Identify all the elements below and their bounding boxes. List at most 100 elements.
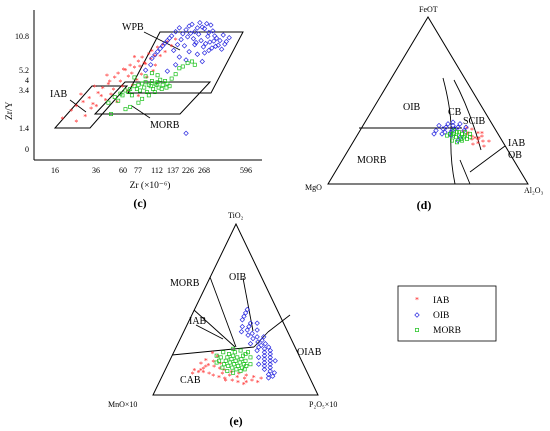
panel-c-point-oib xyxy=(148,62,154,68)
panel-c-point-oib xyxy=(201,50,208,56)
panel-e-point-oib xyxy=(256,344,262,350)
panel-d-point-iab: * xyxy=(481,138,485,147)
panel-c-point-oib xyxy=(199,24,205,30)
panel-c-point-oib xyxy=(184,34,191,40)
panel-c-point-oib xyxy=(149,55,155,62)
panel-e-point-morb xyxy=(225,369,230,374)
panel-e-caption: (e) xyxy=(229,414,242,428)
panel-d-point-iab: * xyxy=(466,130,470,139)
panel-e-field-oiab: OIAB xyxy=(297,347,322,358)
panel-d-point-oib xyxy=(452,126,458,132)
panel-d-point-morb xyxy=(451,133,455,138)
panel-c-iab-leader xyxy=(69,99,87,113)
panel-e-point-morb xyxy=(242,367,247,372)
panel-c-point-iab: * xyxy=(149,56,153,65)
panel-d-field-oib: OIB xyxy=(403,102,421,113)
panel-c-point-morb xyxy=(142,85,147,90)
panel-e-point-morb xyxy=(248,362,253,367)
panel-c-xtick: 77 xyxy=(134,166,142,175)
panel-e-point-morb xyxy=(230,365,235,370)
panel-e-point-iab: * xyxy=(201,365,205,374)
panel-c-point-morb xyxy=(126,90,131,95)
panel-c-point-iab: * xyxy=(79,91,83,100)
panel-e-point-morb xyxy=(236,363,241,368)
panel-d-triangle xyxy=(327,16,529,185)
panel-e-point-iab: * xyxy=(191,370,195,379)
panel-c-point-iab: * xyxy=(130,70,134,79)
panel-d-boundary-iab-ob xyxy=(469,145,506,173)
panel-c-point-oib xyxy=(218,46,225,52)
panel-c-point-iab: * xyxy=(69,107,73,116)
panel-d-point-iab: * xyxy=(487,138,491,147)
panel-c-point-iab: * xyxy=(83,112,87,121)
panel-d-afm-ternary: * ******** ********* FeOT MgO Al₂O₃ OIB CB… xyxy=(305,5,544,212)
panel-d-point-oib xyxy=(439,131,445,137)
panel-c-xtick: 226 xyxy=(182,166,194,175)
panel-c-point-iab: * xyxy=(144,60,148,69)
panel-e-boundary-6 xyxy=(267,314,291,333)
panel-d-apex-top: FeOT xyxy=(419,5,438,14)
panel-c-zr-vs-zry: *** * **** *** **** ** *** *** * * ****** ** *** * ***… xyxy=(5,10,262,210)
panel-e-point-morb xyxy=(238,348,243,353)
panel-e-point-oib xyxy=(256,354,262,361)
panel-d-point-iab: * xyxy=(471,141,475,150)
panel-e-point-iab: * xyxy=(256,379,260,388)
panel-e-point-iab: * xyxy=(243,375,247,384)
panel-c-point-oib xyxy=(198,37,204,44)
panel-c-point-oib xyxy=(190,35,197,42)
panel-c-point-iab: * xyxy=(138,63,142,72)
panel-d-point-morb xyxy=(450,138,454,143)
panel-c-point-iab: * xyxy=(163,49,167,58)
panel-c-x-ticks: 16 36 60 77 112 137 226 268 596 xyxy=(51,166,252,175)
panel-d-apex-right: Al₂O₃ xyxy=(524,186,544,195)
panel-d-point-morb xyxy=(455,140,459,145)
panel-c-point-morb xyxy=(120,93,125,98)
panel-c-point-oib xyxy=(192,29,198,35)
panel-c-point-morb xyxy=(140,96,145,101)
panel-e-point-morb xyxy=(225,355,230,360)
legend-label-morb: MORB xyxy=(433,326,461,336)
panel-c-point-iab: * xyxy=(174,36,178,45)
panel-c-point-oib xyxy=(180,31,186,37)
panel-e-point-oib xyxy=(242,310,249,316)
panel-c-point-oib xyxy=(166,35,173,41)
panel-c-point-morb xyxy=(137,88,142,93)
panel-d-point-iab: * xyxy=(465,131,469,140)
panel-c-field-iab: IAB xyxy=(50,89,68,100)
panel-c-point-oib xyxy=(205,33,211,40)
panel-c-point-oib xyxy=(154,48,161,55)
panel-c-point-oib xyxy=(211,38,217,44)
panel-e-point-iab: * xyxy=(211,350,215,359)
panel-c-point-morb xyxy=(148,84,153,89)
panel-e-point-iab: * xyxy=(223,375,227,384)
panel-c-point-oib xyxy=(187,30,194,37)
panel-d-field-cb: CB xyxy=(448,107,462,118)
panel-c-point-morb xyxy=(169,76,174,81)
panel-c-point-oib xyxy=(157,45,163,52)
panel-d-point-morb xyxy=(460,138,464,143)
panel-c-point-morb xyxy=(116,98,121,103)
panel-c-point-morb xyxy=(132,75,137,80)
panel-c-point-iab: * xyxy=(151,68,155,77)
panel-e-point-oib xyxy=(249,330,255,337)
panel-c-ytick: 0 xyxy=(25,145,29,154)
panel-e-point-oib xyxy=(267,354,273,361)
panel-c-point-iab: * xyxy=(108,78,112,87)
panel-e-point-iab: * xyxy=(219,360,223,369)
panel-c-point-morb xyxy=(129,93,134,98)
panel-e-field-morb: MORB xyxy=(170,278,200,289)
panel-c-point-morb xyxy=(165,81,170,86)
panel-c-point-oib xyxy=(176,54,183,60)
panel-d-point-morb xyxy=(445,133,449,138)
panel-c-point-oib xyxy=(183,27,189,33)
panel-c-point-iab: * xyxy=(93,83,97,92)
panel-e-point-iab: * xyxy=(207,370,211,379)
panel-c-point-iab: * xyxy=(145,74,149,83)
panel-c-point-oib xyxy=(142,67,149,73)
panel-e-point-morb xyxy=(231,362,236,367)
panel-d-field-morb: MORB xyxy=(357,155,387,166)
panel-e-points: ** ********************** **** ** * ****** xyxy=(191,306,278,389)
panel-e-point-oib xyxy=(261,352,268,359)
panel-e-point-iab: * xyxy=(244,379,248,388)
panel-c-point-iab: * xyxy=(96,89,100,98)
